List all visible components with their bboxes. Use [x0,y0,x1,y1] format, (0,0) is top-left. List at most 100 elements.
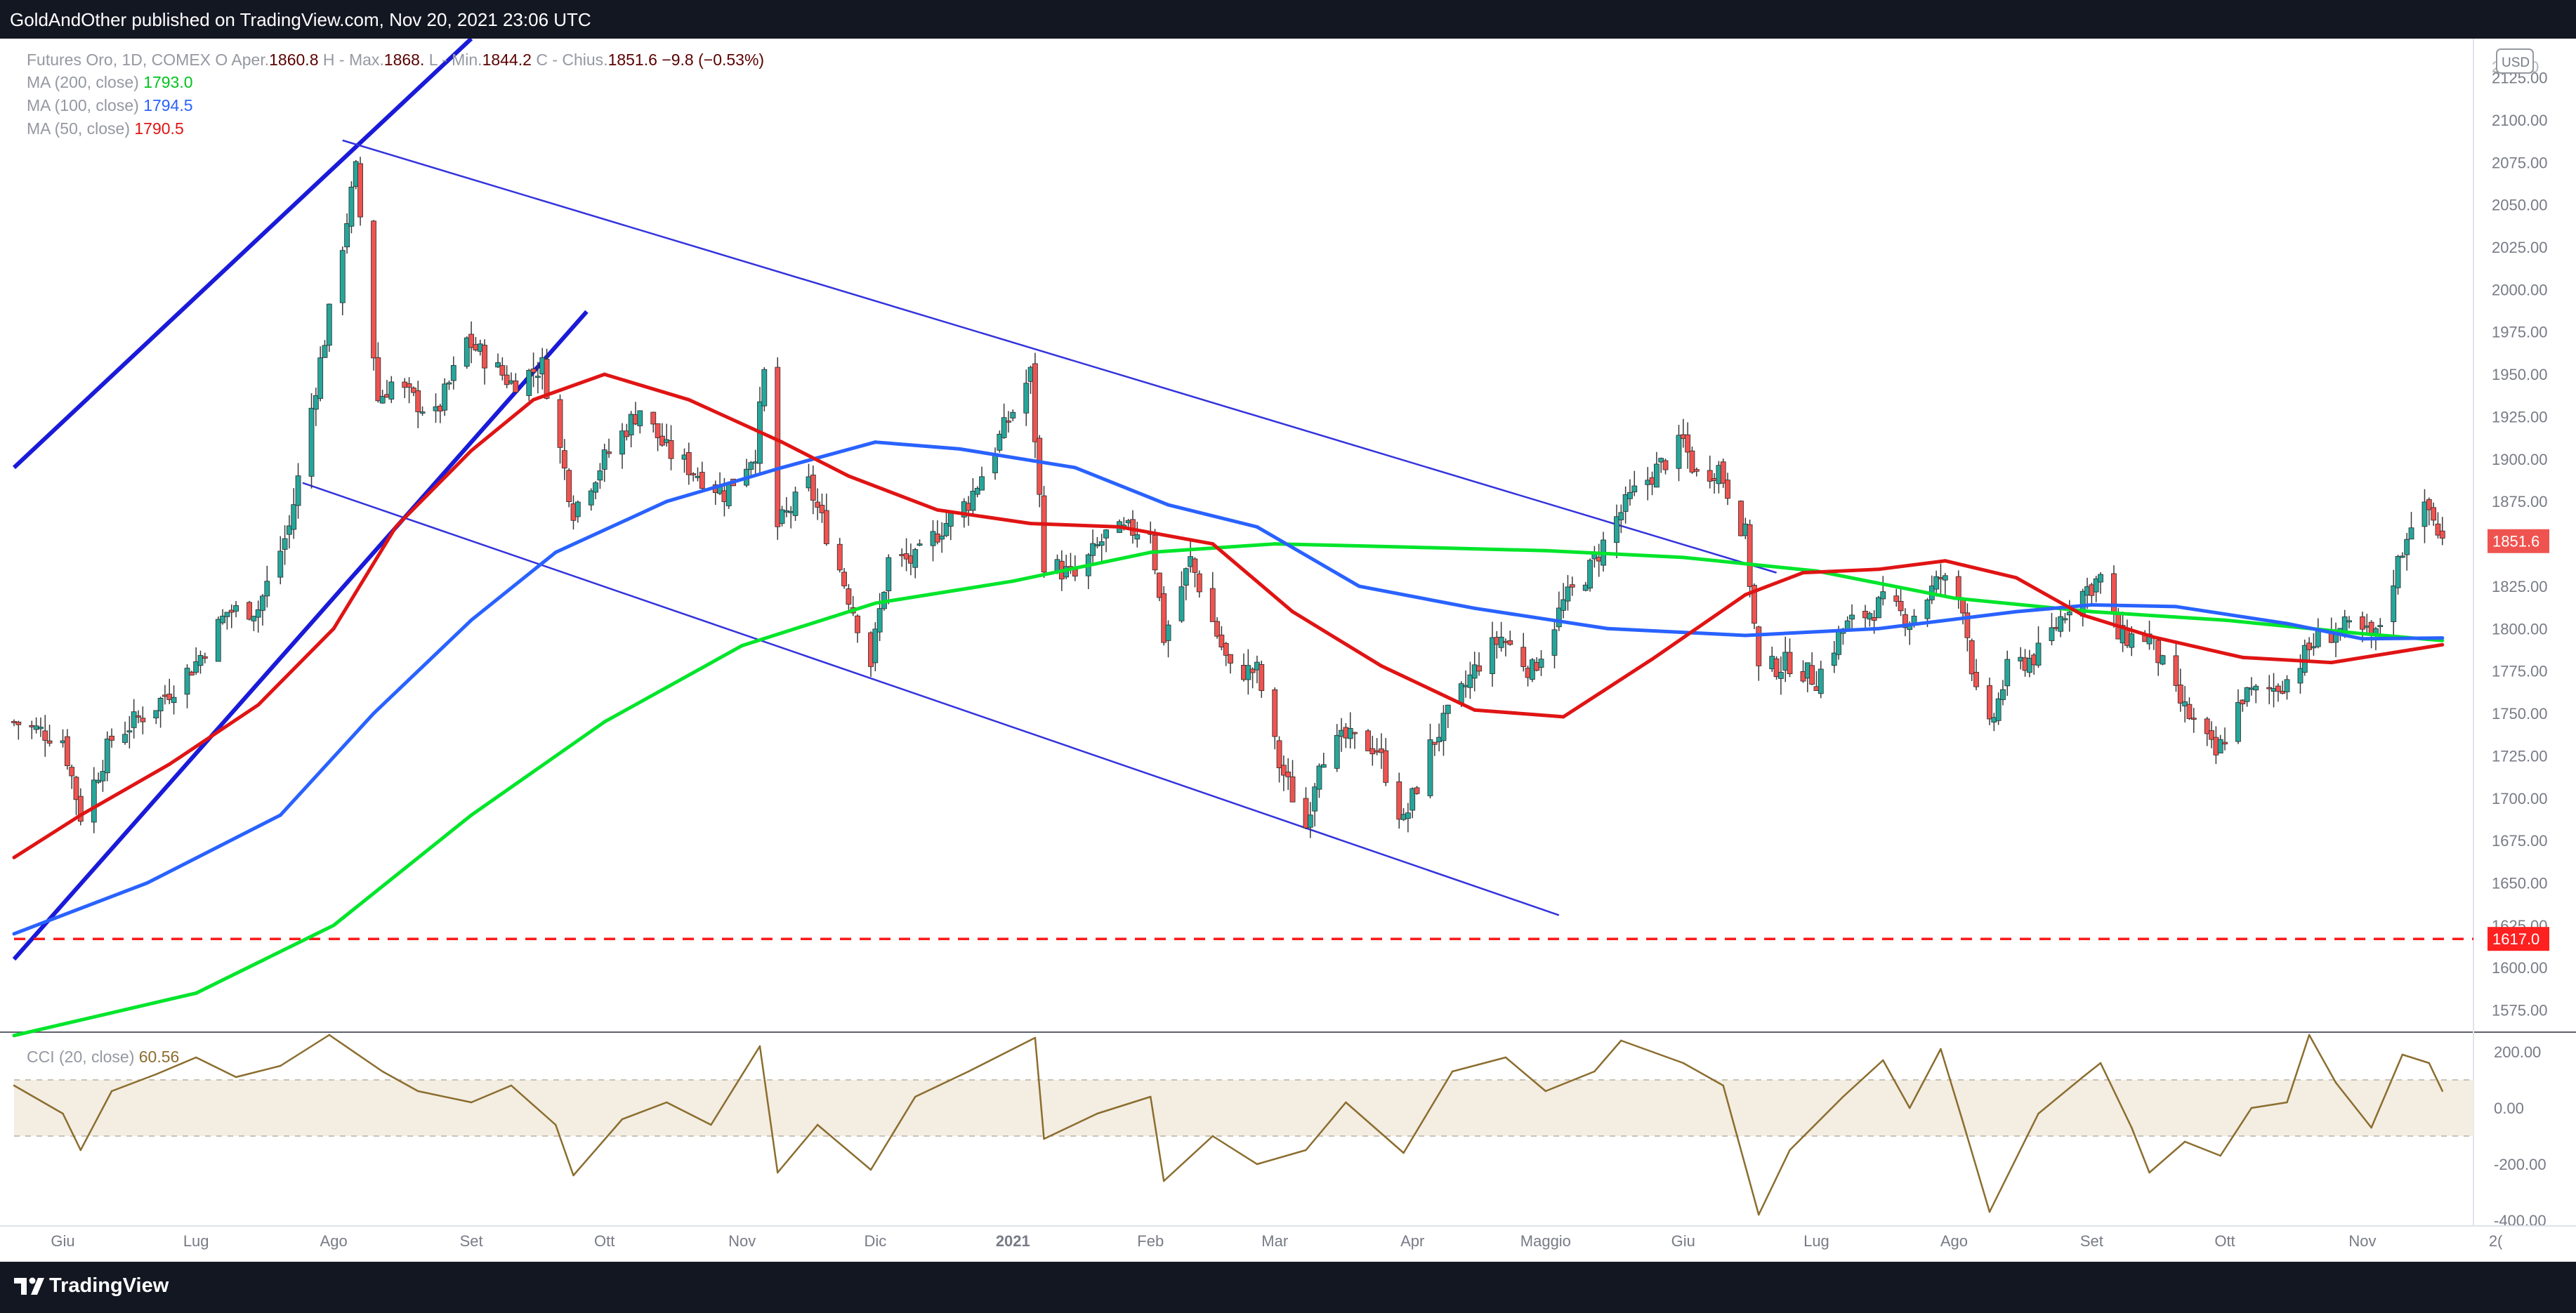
ma100-line-segment [1357,584,1477,610]
candle-up [1165,624,1171,641]
cci-line-segment [869,1095,916,1171]
candle-down [1520,647,1527,667]
cci-line-segment [2183,1140,2221,1157]
candle-down [1303,798,1309,829]
legend-ma50[interactable]: MA (50, close) 1790.5 [27,119,184,138]
ma100-line-segment [1255,524,1361,588]
cci-line-segment [13,1084,64,1115]
legend-cci[interactable]: CCI (20, close) 60.56 [27,1048,179,1067]
candle-up [1409,788,1416,811]
candle-down [513,381,519,393]
steep-uptrend-upper-line[interactable] [12,39,473,470]
candle-up [725,482,732,506]
candle-down [1249,668,1256,673]
main-pane[interactable] [0,39,2576,1226]
cci-line-segment [62,1112,82,1152]
candle-up [2341,616,2348,631]
candle-up [1134,534,1141,540]
time-tick-label: Feb [1137,1232,1164,1250]
currency-badge[interactable] [2496,48,2534,74]
descending-channel-top-line[interactable] [342,139,1777,574]
candle-up [1627,491,1633,499]
chart-area[interactable]: 1575.001600.001625.001650.001675.001700.… [0,39,2576,1262]
ma50-line[interactable] [12,372,2445,859]
candle-down [1973,671,1979,687]
last-price-label: 1851.6 [2492,533,2539,550]
cci-tick-label: 0.00 [2494,1100,2524,1117]
candle-down [1214,621,1220,637]
cci-pane[interactable] [13,1034,2473,1216]
candle-down [1223,642,1229,656]
candle-up [1490,637,1495,674]
ma100-line-segment [780,440,877,470]
candle-up [1844,620,1851,630]
candle-down [2177,685,2183,704]
candle-up [779,509,785,524]
candle-up [1924,600,1931,619]
cci-line-segment [1620,1039,1685,1064]
chart-background [0,39,2576,1262]
ma50-line-segment [1561,657,1655,719]
ma200-line-segment [469,720,607,817]
candle-down [1964,612,1971,638]
candle-down [815,501,821,508]
price-tick-label: 1900.00 [2492,451,2548,468]
descending-channel-bottom-line[interactable] [302,482,1560,916]
ma50-line-segment [846,474,940,512]
candle-up [2058,616,2064,632]
candle-up [104,738,110,774]
cci-line-segment [1961,1121,1991,1213]
ma100-line-segment [957,447,1077,470]
cci-line-segment [967,1036,1037,1073]
candle-up [1560,599,1567,611]
ma200-line-segment [603,643,744,724]
ma100-line-segment [2089,603,2178,609]
cci-line-segment [155,1056,197,1076]
candle-up [317,357,324,399]
candle-down [1037,437,1043,495]
time-tick-label: Ago [1940,1232,1968,1250]
candle-up [1777,672,1784,679]
candle-up [1183,568,1189,586]
cci-line-segment [665,1101,712,1126]
ma100-line-segment [553,499,669,555]
candle-down [109,735,114,741]
candle-up [588,490,594,506]
candle-down [468,334,474,348]
legend-close-label: C - Chius. [536,51,608,69]
candle-up [215,619,221,662]
cci-line-segment [1544,1070,1596,1093]
legend-ma200[interactable]: MA (200, close) 1793.0 [27,73,193,92]
ma50-line-segment [687,397,784,444]
time-axis[interactable]: Giu Lug Ago Set Ott Nov Dic 2021 Feb Mar Apr Maggio… [0,1225,2576,1250]
candle-down [2439,530,2445,539]
ma200-line-segment [1148,542,1277,555]
candle-up [295,475,301,506]
candle-up [597,470,603,481]
candle-up [339,250,346,303]
ma200-line[interactable] [12,542,2445,1038]
candle-down [202,656,208,659]
candle-up [2253,685,2259,691]
candle-down [810,475,816,501]
candle-down [1893,595,1900,602]
candle-down [530,368,537,373]
candle-up [748,462,754,470]
support-badge[interactable] [2488,927,2549,951]
candle-down [1738,501,1744,536]
last-price-badge[interactable] [2488,529,2549,553]
cci-line-segment [1034,1036,1045,1140]
candle-up [313,395,319,410]
price-tick-label: 2075.00 [2492,154,2548,171]
price-axis[interactable]: 1575.001600.001625.001650.001675.001700.… [2488,48,2549,1229]
cci-line-segment [510,1084,557,1126]
legend-ma100[interactable]: MA (100, close) 1794.5 [27,96,193,115]
candle-down [855,615,860,633]
branding-bar: TradingView [0,1262,2576,1313]
steep-uptrend-lower-line[interactable] [12,310,589,961]
ma50-line-segment [2081,613,2156,639]
candle-down [1747,524,1753,587]
ma100-line[interactable] [12,440,2445,936]
cci-line[interactable] [13,1034,2444,1216]
candle-down [1752,585,1757,624]
